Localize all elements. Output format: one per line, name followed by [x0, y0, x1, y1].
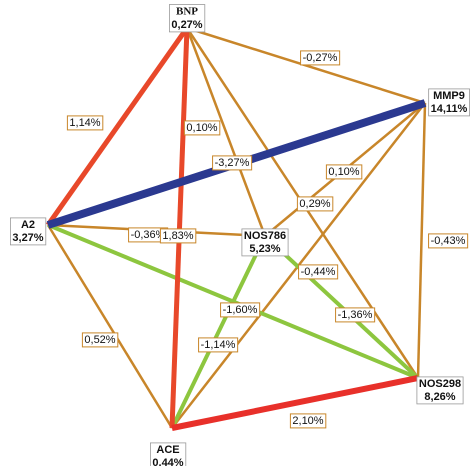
node-box: [428, 88, 470, 117]
edge-label: -0,36%: [131, 229, 166, 241]
edge-label-box: [428, 233, 469, 249]
edge-label-box: [296, 196, 334, 212]
edge: [185, 27, 267, 237]
node-value: 3,27%: [12, 232, 43, 244]
edge-label: 1,14%: [69, 117, 100, 129]
edge-label-box: [300, 50, 341, 66]
node-value: 14,11%: [431, 103, 468, 115]
edge-label: -0,44%: [301, 266, 336, 278]
edge-label-box: [220, 302, 261, 318]
edge: [416, 102, 427, 379]
edge: [263, 234, 420, 380]
edge-label: 0,52%: [84, 334, 115, 346]
edges: [45, 26, 427, 431]
edge-label: -0,27%: [303, 52, 338, 64]
node-value: 5,23%: [249, 243, 280, 255]
edge: [46, 224, 174, 429]
node-box: [9, 217, 47, 246]
edge-label-box: [81, 332, 119, 348]
edge-label-box: [298, 264, 339, 280]
node-name: NOS298: [419, 378, 461, 390]
edge-label: -1,36%: [338, 309, 373, 321]
edge-label: 1,83%: [162, 230, 193, 242]
edge-label: 0,10%: [186, 122, 217, 134]
node-name: A2: [21, 219, 35, 231]
node-value: 0,44%: [152, 457, 183, 466]
node-box: [168, 4, 206, 33]
edge-label-box: [212, 155, 253, 171]
edge-label: 0,10%: [328, 166, 359, 178]
node-box: [416, 376, 464, 405]
edge: [45, 26, 190, 227]
edge-label: -1,14%: [201, 339, 236, 351]
node-name: NOS786: [244, 230, 286, 242]
edge-label-box: [198, 337, 239, 353]
edge: [186, 26, 426, 105]
edge-label-box: [183, 120, 221, 136]
edge-label-box: [66, 115, 104, 131]
edge-label-box: [289, 413, 327, 429]
edge: [169, 27, 190, 429]
edge-label: -3,27%: [215, 157, 250, 169]
node-value: 0,27%: [171, 19, 202, 31]
edge-label-box: [335, 307, 376, 323]
edge-label: -1,60%: [223, 304, 258, 316]
edge-label: 0,29%: [299, 198, 330, 210]
node-name: BNP: [176, 6, 198, 18]
edge-label: 2,10%: [292, 415, 323, 427]
edge-labels: -0,27% 0,10% 0,29% 0,10% -0,44% -0,43% -0,36% 0…: [66, 50, 469, 429]
node-value: 8,26%: [424, 391, 455, 403]
edge-label-box: [159, 228, 197, 244]
node-name: MMP9: [433, 90, 465, 102]
node-box: [149, 442, 187, 466]
node-box: [241, 228, 289, 257]
edge: [171, 375, 419, 431]
edge-label: -0,43%: [431, 235, 466, 247]
edge: [170, 235, 267, 429]
node-name: ACE: [156, 444, 179, 456]
edge-label-box: [325, 164, 363, 180]
